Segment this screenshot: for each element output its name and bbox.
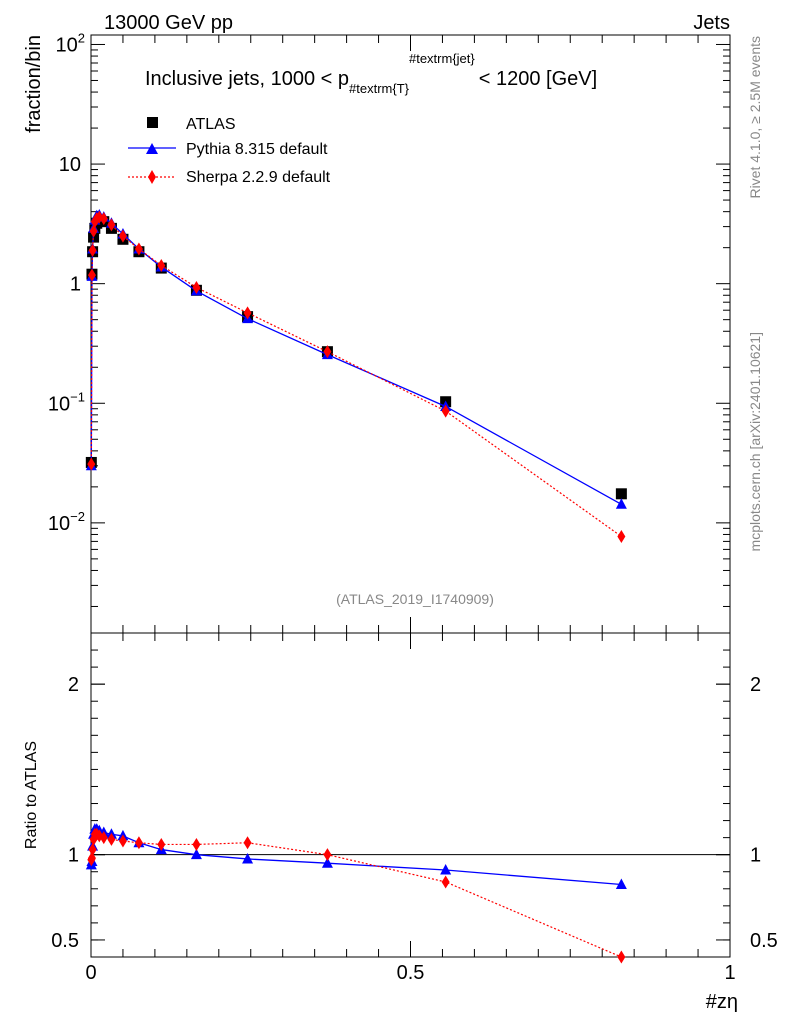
ratio-y-tick-label: 0.5 bbox=[51, 930, 79, 952]
main-atlas-point bbox=[615, 488, 627, 500]
header-right: Jets bbox=[693, 12, 730, 34]
main-title-subscript: #textrm{T} bbox=[349, 81, 410, 96]
main-y-tick-label-exponent: −1 bbox=[70, 389, 85, 404]
main-sherpa-point bbox=[118, 229, 127, 243]
main-title-tail: < 1200 [GeV] bbox=[479, 68, 597, 90]
x-tick-label: 0.5 bbox=[397, 962, 425, 984]
main-sherpa-point bbox=[87, 268, 96, 282]
main-y-tick-label-base: 10 bbox=[48, 513, 70, 535]
main-y-tick-label: 10 bbox=[59, 154, 81, 176]
main-sherpa-point bbox=[134, 242, 143, 256]
ratio-pythia-point bbox=[190, 848, 202, 860]
header-left: 13000 GeV pp bbox=[104, 12, 233, 34]
ratio-y-tick-label-right: 2 bbox=[750, 674, 761, 696]
main-y-tick-label-exponent: 2 bbox=[78, 30, 85, 45]
main-y-tick-label: 10−2 bbox=[48, 509, 85, 535]
x-tick-label: 1 bbox=[724, 962, 735, 984]
ratio-sherpa-point bbox=[118, 834, 127, 848]
ratio-y-tick-label: 2 bbox=[68, 674, 79, 696]
main-sherpa-line bbox=[90, 216, 622, 537]
main-y-tick-label-base: 10 bbox=[59, 154, 81, 176]
main-sherpa-point bbox=[157, 258, 166, 272]
ratio-sherpa-point bbox=[243, 836, 252, 850]
main-pythia-point bbox=[615, 498, 627, 509]
main-x-axis-ticks bbox=[90, 35, 731, 633]
legend-sherpa-marker bbox=[148, 170, 156, 184]
ratio-y-tick-label-right: 0.5 bbox=[750, 930, 778, 952]
ratio-pythia-point bbox=[440, 864, 452, 875]
main-sherpa-point bbox=[107, 218, 116, 232]
main-y-tick-label: 10−1 bbox=[48, 389, 85, 415]
main-title: Inclusive jets, 1000 < p#textrm{T} #textr… bbox=[145, 51, 597, 96]
ratio-pythia-point bbox=[321, 857, 333, 868]
main-title-superscript: #textrm{jet} bbox=[409, 51, 475, 66]
ratio-sherpa-point bbox=[617, 950, 626, 964]
ratio-plot-frame bbox=[90, 632, 731, 958]
main-sherpa-point bbox=[88, 243, 97, 257]
ratio-pythia-point bbox=[615, 878, 627, 890]
main-y-tick-label-base: 10 bbox=[48, 393, 70, 415]
ratio-sherpa-point bbox=[88, 843, 97, 857]
main-y-tick-label: 102 bbox=[56, 30, 85, 56]
analysis-watermark: (ATLAS_2019_I1740909) bbox=[336, 591, 494, 607]
main-y-axis-label: fraction/bin bbox=[23, 35, 45, 133]
legend: ATLAS Pythia 8.315 default Sherpa 2.2.9 … bbox=[128, 116, 331, 186]
legend-pythia-label: Pythia 8.315 default bbox=[186, 141, 328, 158]
main-series-group bbox=[85, 209, 627, 543]
ratio-y-axis-label: Ratio to ATLAS bbox=[23, 741, 40, 849]
ratio-pythia-line bbox=[90, 828, 622, 886]
ratio-sherpa-point bbox=[192, 837, 201, 851]
ratio-sherpa-point bbox=[87, 851, 96, 865]
ratio-sherpa-point bbox=[134, 836, 143, 850]
main-y-tick-label: 1 bbox=[70, 274, 81, 296]
main-sherpa-point bbox=[87, 457, 96, 471]
ratio-y-tick-label-right: 1 bbox=[750, 845, 761, 867]
ratio-sherpa-line bbox=[90, 833, 622, 958]
x-axis-label: #zη bbox=[706, 991, 738, 1013]
main-sherpa-point bbox=[441, 404, 450, 418]
main-sherpa-point bbox=[192, 280, 201, 294]
main-y-tick-label-exponent: −2 bbox=[70, 509, 85, 524]
main-y-tick-label-base: 1 bbox=[70, 274, 81, 296]
legend-atlas-marker bbox=[147, 117, 158, 128]
ratio-y-tick-label: 1 bbox=[68, 845, 79, 867]
ratio-y-axis: 0.5 0.5 1 1 2 2 bbox=[51, 632, 778, 958]
ratio-sherpa-point bbox=[99, 831, 108, 845]
main-y-tick-label-base: 10 bbox=[56, 34, 78, 56]
rivet-label: Rivet 4.1.0, ≥ 2.5M events bbox=[747, 36, 763, 199]
mcplots-label: mcplots.cern.ch [arXiv:2401.10621] bbox=[747, 332, 763, 551]
main-sherpa-point bbox=[89, 224, 98, 238]
ratio-sherpa-point bbox=[157, 837, 166, 851]
main-pythia-line bbox=[90, 214, 622, 505]
ratio-pythia-point bbox=[242, 852, 254, 864]
ratio-sherpa-point bbox=[323, 848, 332, 862]
main-title-text: Inclusive jets, 1000 < p bbox=[145, 68, 349, 90]
legend-sherpa-label: Sherpa 2.2.9 default bbox=[186, 169, 331, 186]
main-sherpa-point bbox=[617, 529, 626, 543]
ratio-series-group bbox=[85, 823, 627, 964]
main-sherpa-point bbox=[99, 212, 108, 226]
x-tick-label: 0 bbox=[85, 962, 96, 984]
legend-pythia-marker bbox=[146, 143, 158, 154]
main-sherpa-point bbox=[243, 306, 252, 320]
ratio-sherpa-point bbox=[107, 832, 116, 846]
legend-atlas-label: ATLAS bbox=[186, 116, 236, 133]
ratio-sherpa-point bbox=[441, 875, 450, 889]
ratio-x-axis: 0 0.5 1 bbox=[85, 633, 736, 984]
main-sherpa-point bbox=[323, 345, 332, 359]
